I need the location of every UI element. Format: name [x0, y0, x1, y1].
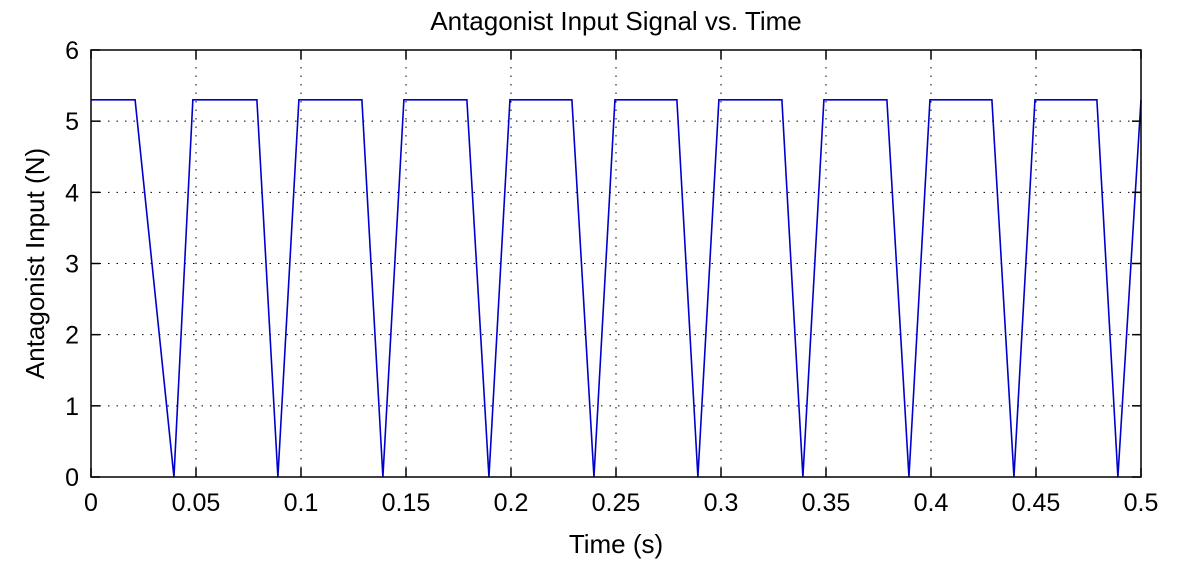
y-tick-label: 1 [65, 393, 79, 421]
y-tick-label: 2 [65, 322, 79, 350]
y-tick-label: 5 [65, 108, 79, 136]
x-tick-label: 0.3 [704, 489, 739, 517]
y-tick-label: 0 [65, 464, 79, 492]
x-tick-label: 0.35 [802, 489, 851, 517]
y-axis-label: Antagonist Input (N) [20, 148, 50, 379]
x-tick-label: 0.45 [1012, 489, 1061, 517]
x-tick-label: 0.4 [914, 489, 949, 517]
y-tick-label: 4 [65, 179, 79, 207]
y-tick-label: 3 [65, 251, 79, 279]
ticks: 0 0.05 0.1 0.15 0.2 0.25 0.3 0.35 0.4 0.45 0.5 0 1 2 3… [65, 37, 1158, 517]
x-tick-label: 0.5 [1124, 489, 1159, 517]
x-tick-label: 0.05 [172, 489, 221, 517]
x-tick-label: 0 [84, 489, 98, 517]
chart-title: Antagonist Input Signal vs. Time [430, 6, 801, 36]
y-tick-label: 6 [65, 37, 79, 65]
grid [91, 50, 1141, 477]
x-tick-label: 0.2 [494, 489, 529, 517]
x-tick-label: 0.15 [382, 489, 431, 517]
x-tick-label: 0.25 [592, 489, 641, 517]
x-axis-label: Time (s) [569, 529, 663, 559]
x-tick-label: 0.1 [284, 489, 319, 517]
